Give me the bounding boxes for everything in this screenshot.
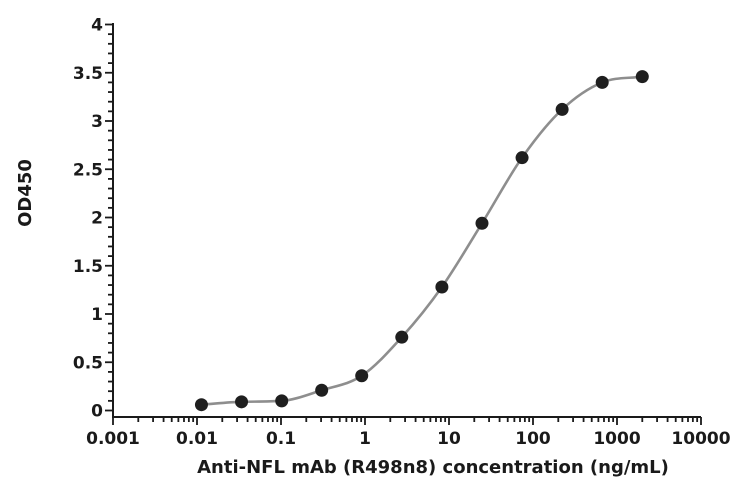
data-point xyxy=(555,102,569,116)
y-tick-label: 1 xyxy=(91,305,103,325)
y-tick-label: 2 xyxy=(91,209,103,229)
data-point xyxy=(235,395,249,409)
data-point xyxy=(635,70,649,84)
y-tick-label: 2.5 xyxy=(73,160,103,180)
x-tick-label: 1000 xyxy=(593,429,640,449)
x-tick-label: 0.001 xyxy=(86,429,140,449)
data-point xyxy=(595,75,609,89)
data-point xyxy=(194,398,208,412)
data-point xyxy=(475,216,489,230)
y-tick-label: 0.5 xyxy=(73,353,103,373)
data-point xyxy=(395,330,409,344)
x-tick-label: 1 xyxy=(359,429,371,449)
fit-curve xyxy=(200,75,644,407)
x-tick-label: 10 xyxy=(437,429,461,449)
data-point xyxy=(515,151,529,165)
x-tick-label: 100 xyxy=(515,429,551,449)
y-axis-title: OD450 xyxy=(15,159,36,227)
x-tick-label: 10000 xyxy=(671,429,730,449)
x-tick-label: 0.1 xyxy=(266,429,296,449)
x-tick-label: 0.01 xyxy=(176,429,218,449)
y-tick-label: 0 xyxy=(91,402,103,422)
y-tick-label: 4 xyxy=(91,16,103,36)
data-point xyxy=(355,369,369,383)
x-axis-title: Anti-NFL mAb (R498n8) concentration (ng/… xyxy=(197,457,669,478)
data-point xyxy=(435,280,449,294)
y-tick-label: 3.5 xyxy=(73,64,103,84)
y-tick-label: 1.5 xyxy=(73,257,103,277)
data-point xyxy=(315,383,329,397)
data-point xyxy=(275,394,289,408)
y-tick-label: 3 xyxy=(91,112,103,132)
plot-area: 0 0.5 1 1.5 2 2.5 3 3.5 4 0.001 0.01 0.1 1 10 100 1000 1… xyxy=(73,16,731,450)
